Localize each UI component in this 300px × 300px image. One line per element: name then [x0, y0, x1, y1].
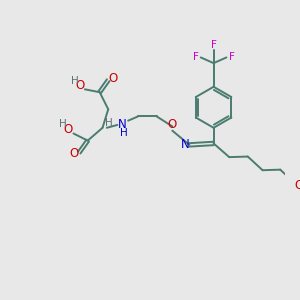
Text: O: O: [63, 123, 72, 136]
Text: O: O: [294, 178, 300, 191]
Text: F: F: [229, 52, 235, 62]
Text: O: O: [109, 72, 118, 85]
Text: H: H: [59, 119, 67, 129]
Text: N: N: [181, 138, 190, 152]
Text: O: O: [75, 80, 84, 92]
Text: F: F: [193, 52, 199, 62]
Text: O: O: [167, 118, 176, 131]
Text: H: H: [71, 76, 79, 86]
Text: O: O: [69, 148, 79, 160]
Text: N: N: [118, 118, 127, 131]
Text: H: H: [105, 118, 113, 128]
Text: F: F: [211, 40, 217, 50]
Text: H: H: [120, 128, 128, 138]
